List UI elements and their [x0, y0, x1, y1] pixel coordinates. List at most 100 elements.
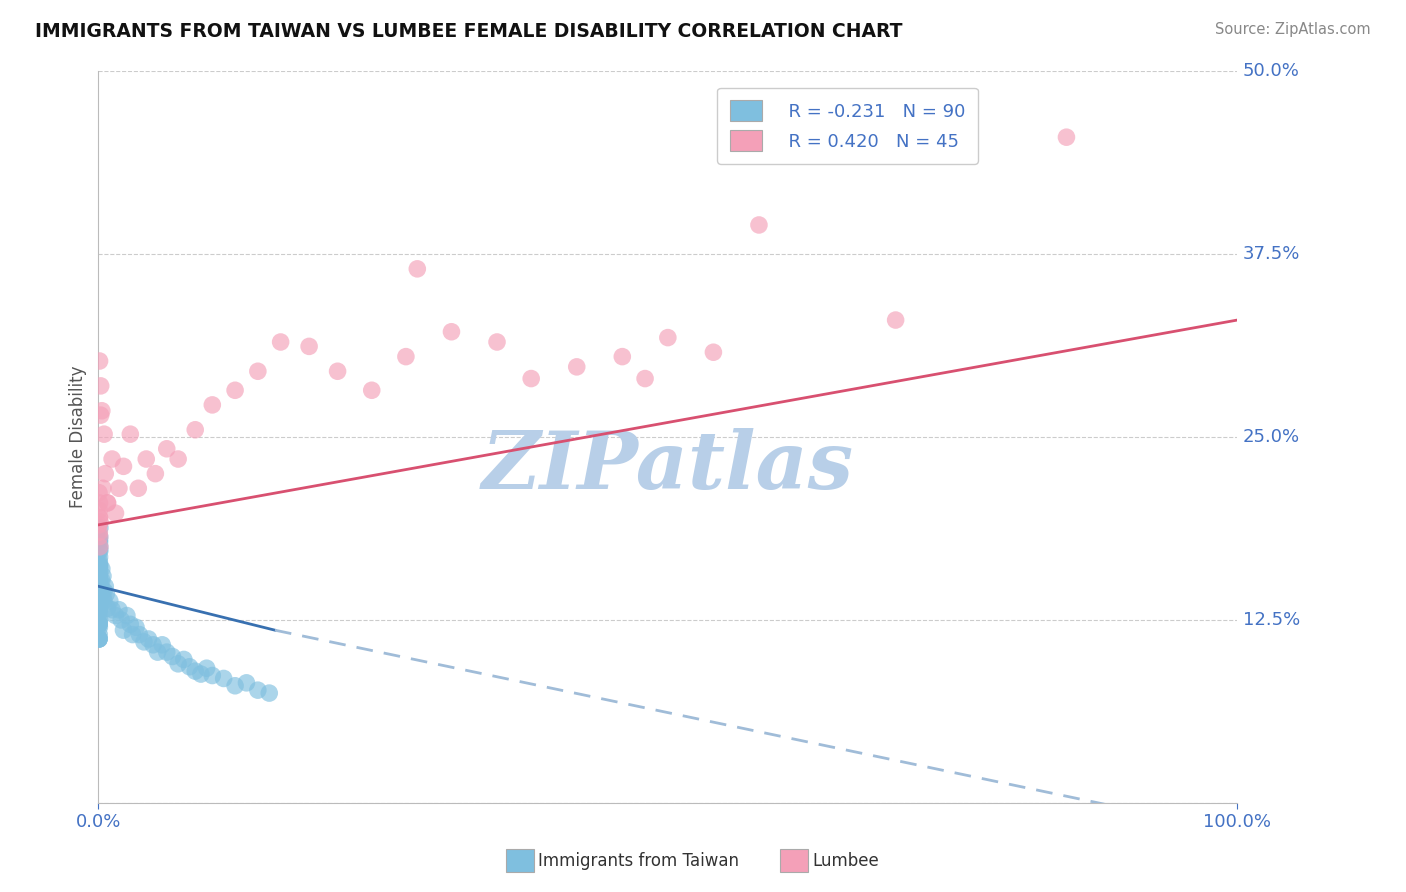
Point	[612, 350, 634, 364]
Point	[87, 599, 110, 613]
Y-axis label: Female Disability: Female Disability	[69, 366, 87, 508]
Point	[145, 467, 167, 481]
Point	[135, 452, 157, 467]
Point	[440, 325, 463, 339]
Point	[201, 398, 224, 412]
Point	[224, 679, 246, 693]
Point	[142, 638, 165, 652]
Point	[89, 601, 111, 615]
Text: Immigrants from Taiwan: Immigrants from Taiwan	[538, 852, 740, 870]
Point	[120, 427, 142, 442]
Point	[90, 403, 112, 417]
Point	[89, 530, 111, 544]
Point	[125, 620, 148, 634]
Text: 50.0%: 50.0%	[1243, 62, 1301, 80]
Point	[326, 364, 349, 378]
Point	[89, 549, 111, 564]
Point	[259, 686, 281, 700]
Point	[162, 649, 184, 664]
Point	[115, 608, 138, 623]
Point	[89, 525, 111, 540]
Legend:   R = -0.231   N = 90,   R = 0.420   N = 45: R = -0.231 N = 90, R = 0.420 N = 45	[717, 87, 977, 164]
Point	[1054, 130, 1078, 145]
Point	[96, 496, 118, 510]
Point	[101, 452, 124, 467]
Point	[90, 574, 112, 588]
Point	[89, 601, 111, 615]
Point	[89, 558, 111, 572]
Point	[89, 603, 111, 617]
Point	[87, 617, 110, 632]
Point	[94, 579, 117, 593]
Point	[87, 606, 110, 620]
Point	[748, 218, 770, 232]
Point	[235, 676, 257, 690]
Point	[89, 620, 111, 634]
Point	[87, 485, 110, 500]
Point	[89, 558, 111, 573]
Point	[167, 657, 190, 671]
Point	[406, 261, 429, 276]
Point	[90, 562, 112, 576]
Point	[93, 427, 115, 442]
Point	[89, 530, 111, 544]
Point	[91, 569, 114, 583]
Text: IMMIGRANTS FROM TAIWAN VS LUMBEE FEMALE DISABILITY CORRELATION CHART: IMMIGRANTS FROM TAIWAN VS LUMBEE FEMALE …	[35, 22, 903, 41]
Point	[395, 350, 418, 364]
Point	[89, 569, 111, 583]
Point	[120, 617, 142, 632]
Point	[89, 627, 111, 641]
Point	[884, 313, 907, 327]
Point	[87, 632, 110, 646]
Point	[93, 583, 115, 598]
Point	[121, 627, 143, 641]
Point	[184, 423, 207, 437]
Point	[87, 583, 110, 598]
Point	[702, 345, 724, 359]
Point	[96, 586, 118, 600]
Point	[87, 617, 110, 632]
Point	[87, 632, 110, 646]
Point	[112, 623, 135, 637]
Point	[104, 608, 127, 623]
Point	[89, 599, 111, 613]
Point	[87, 588, 110, 602]
Point	[150, 638, 173, 652]
Point	[565, 359, 588, 374]
Point	[212, 672, 235, 686]
Point	[89, 510, 111, 524]
Point	[89, 544, 111, 558]
Point	[486, 334, 509, 349]
Point	[93, 594, 115, 608]
Point	[128, 627, 150, 641]
Point	[89, 521, 111, 535]
Point	[108, 603, 131, 617]
Point	[89, 562, 111, 576]
Point	[190, 667, 212, 681]
Point	[89, 615, 111, 630]
Point	[91, 481, 114, 495]
Point	[89, 554, 111, 568]
Point	[108, 481, 131, 495]
Point	[89, 542, 111, 557]
Point	[89, 354, 111, 368]
Point	[89, 558, 111, 573]
Point	[173, 652, 195, 666]
Point	[89, 613, 111, 627]
Point	[132, 635, 155, 649]
Point	[167, 452, 190, 467]
Point	[89, 601, 111, 615]
Point	[98, 594, 121, 608]
Point	[156, 645, 179, 659]
Point	[89, 588, 111, 602]
Point	[89, 586, 111, 600]
Point	[89, 503, 111, 517]
Point	[96, 496, 118, 510]
Point	[87, 569, 110, 583]
Point	[110, 613, 132, 627]
Point	[360, 384, 382, 398]
Point	[112, 459, 135, 474]
Point	[184, 664, 207, 678]
Point	[89, 540, 111, 554]
Point	[89, 601, 111, 615]
